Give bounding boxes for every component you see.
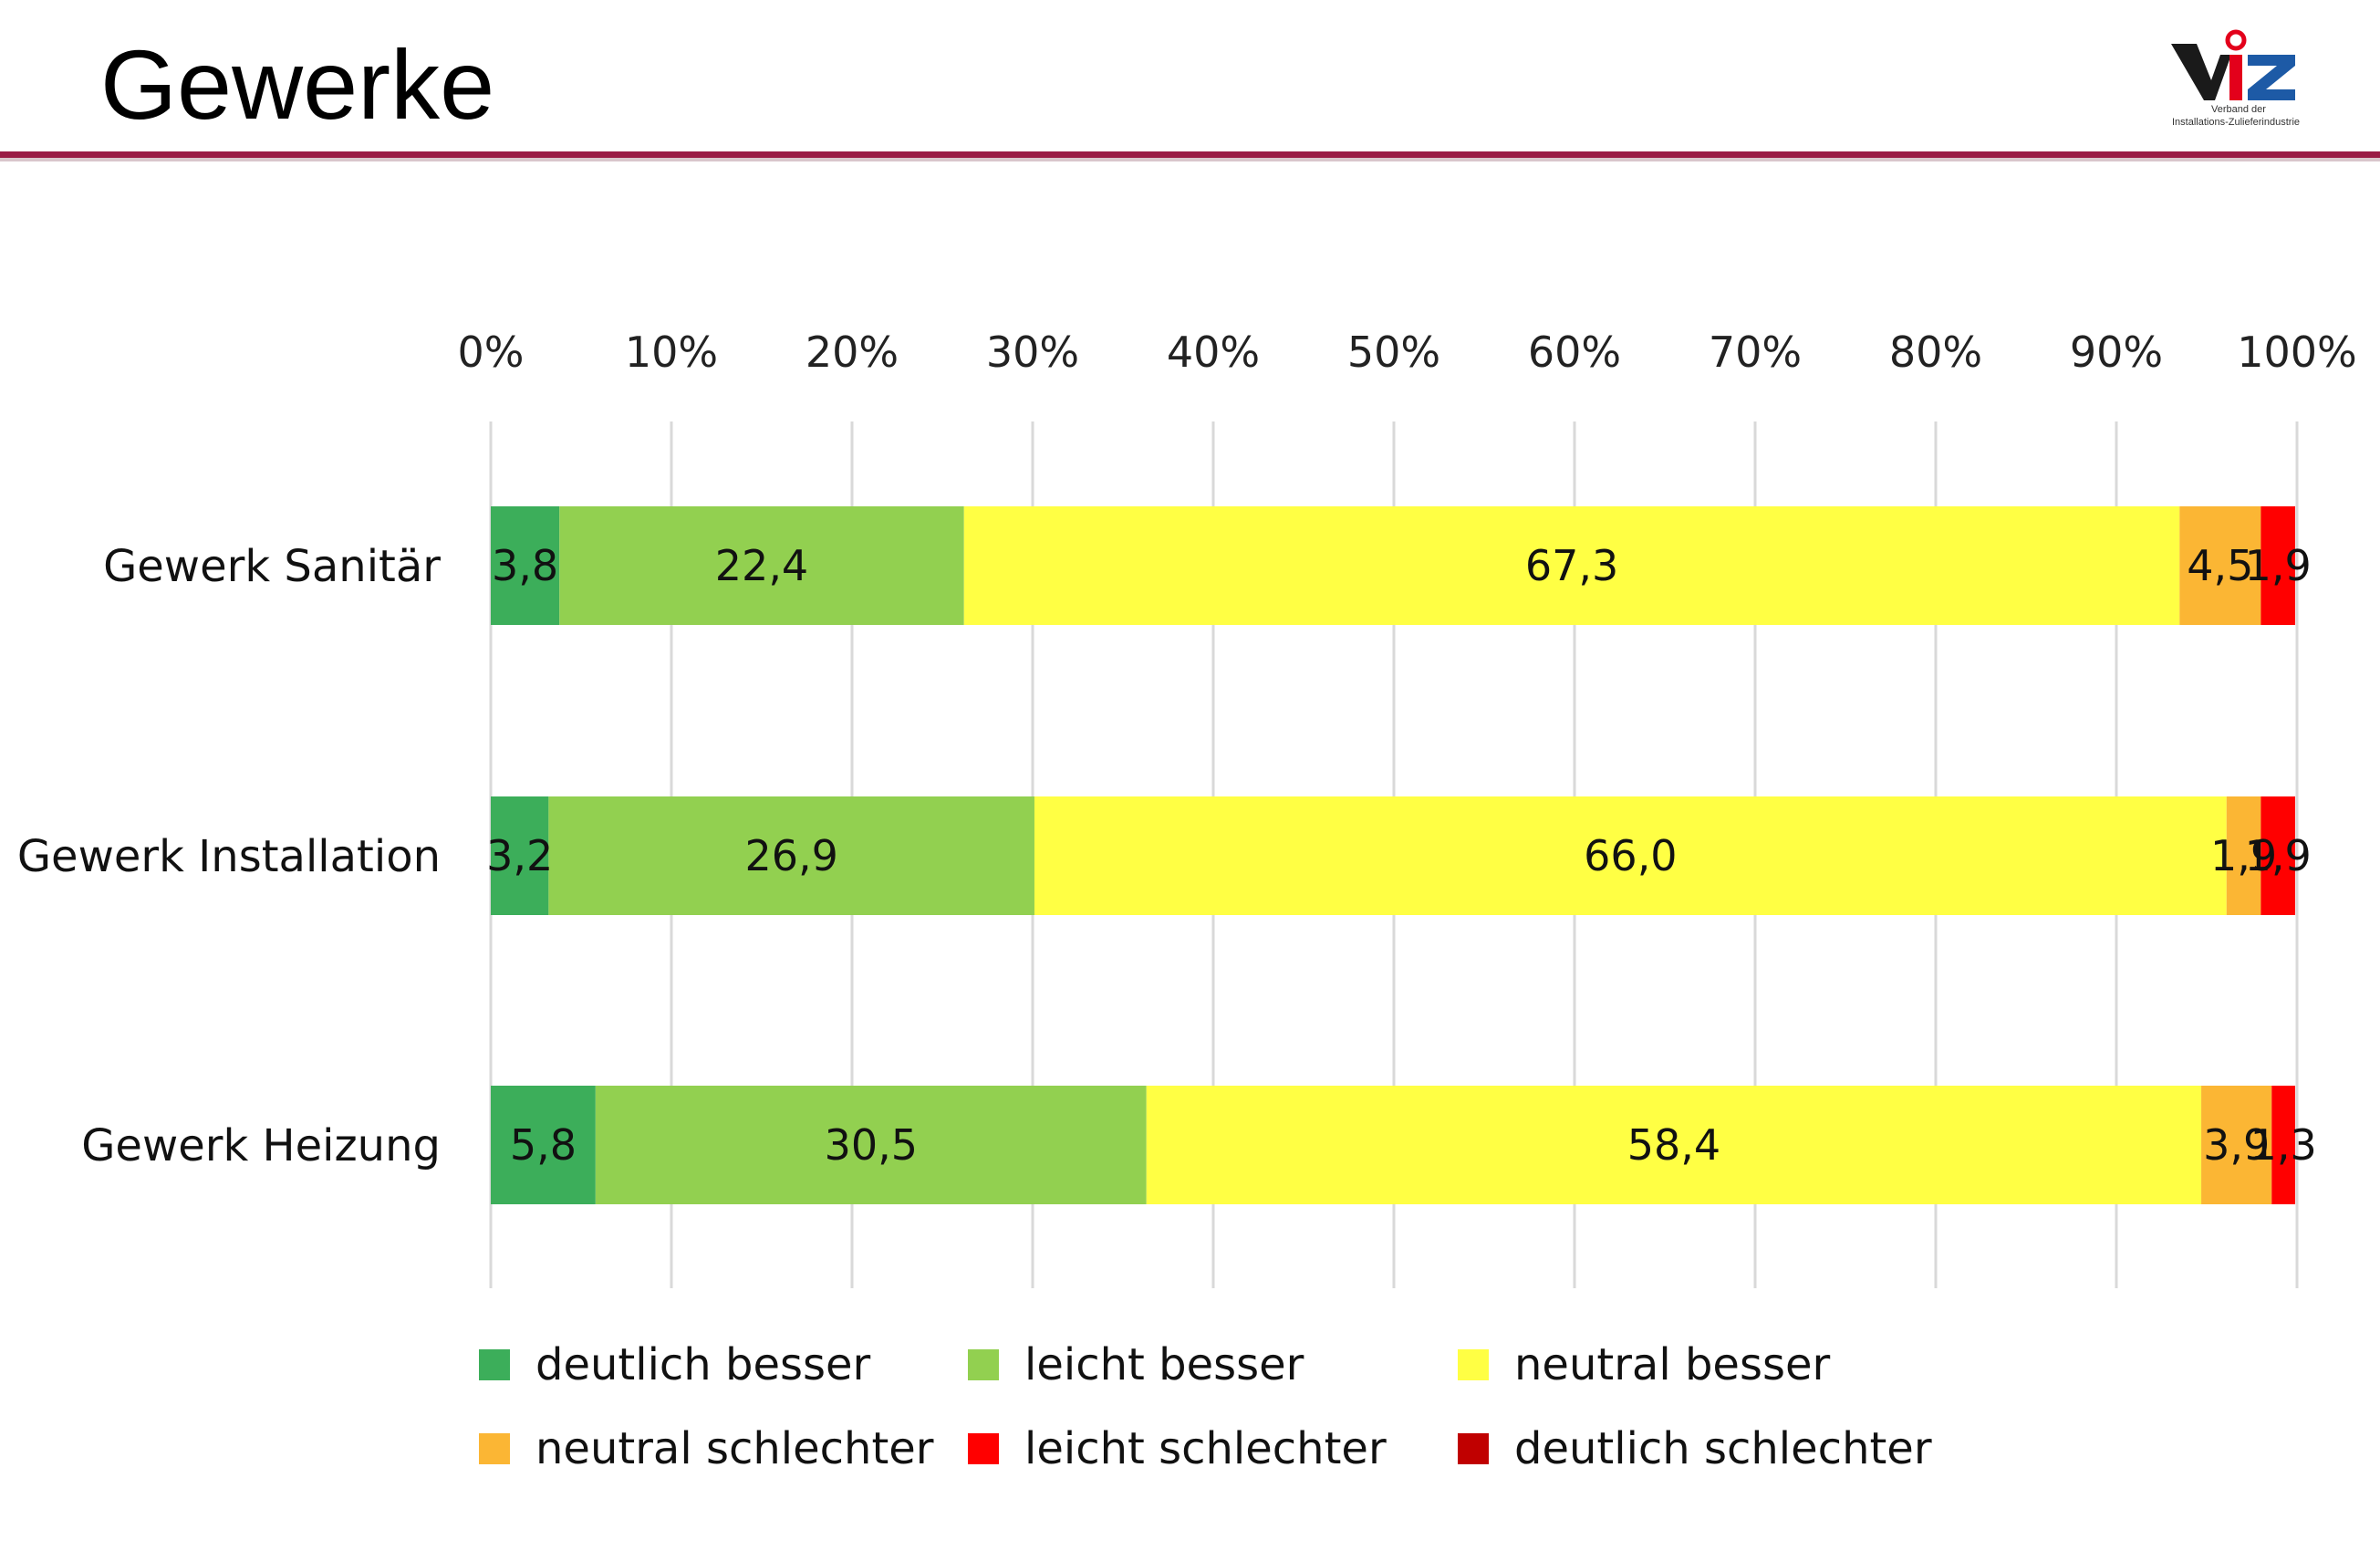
data-label: 1,3: [2250, 1120, 2317, 1170]
x-tick-label: 80%: [1889, 328, 1982, 377]
bar-segment: [2226, 796, 2261, 915]
bar-segment: [595, 1086, 1147, 1204]
bar-segment: [548, 796, 1034, 915]
data-label: 1,9: [2245, 541, 2312, 590]
x-tick-label: 100%: [2237, 328, 2357, 377]
category-label: Gewerk Installation: [17, 831, 441, 882]
data-label: 67,3: [1525, 541, 1618, 590]
x-tick-label: 60%: [1528, 328, 1621, 377]
legend-swatch: [1458, 1433, 1489, 1464]
bar-segment: [491, 506, 560, 625]
legend: deutlich besser leicht besser neutral bess…: [479, 1339, 1932, 1474]
data-labels: 3,8 22,4 67,3 4,51,93,2 26,9 66,0 1,91,95,8 30,…: [486, 541, 2317, 1170]
logo-i-dot: [2225, 29, 2247, 51]
data-label: 22,4: [715, 541, 808, 590]
x-tick-label: 70%: [1709, 328, 1802, 377]
bars: [491, 506, 2296, 1204]
x-tick-label: 30%: [986, 328, 1079, 377]
viz-logo: [2171, 29, 2295, 100]
data-label: 3,8: [492, 541, 558, 590]
legend-label: leicht besser: [1024, 1339, 1304, 1390]
legend-label: deutlich schlechter: [1514, 1423, 1932, 1474]
bar-segment: [2179, 506, 2261, 625]
x-tick-label: 10%: [625, 328, 718, 377]
title-divider-shadow: [0, 158, 2380, 161]
legend-label: leicht schlechter: [1024, 1423, 1387, 1474]
x-tick-label: 20%: [805, 328, 899, 377]
logo-i-stem: [2229, 55, 2242, 100]
legend-label: neutral schlechter: [535, 1423, 934, 1474]
bar-segment: [491, 796, 549, 915]
bar-segment: [1034, 796, 2227, 915]
logo-v-shape: [2171, 44, 2231, 100]
x-axis-ticks: 0% 10% 20% 30% 40% 50% 60% 70% 80% 90% 100%: [458, 328, 2357, 377]
data-label: 5,8: [510, 1120, 577, 1170]
logo-z-shape: [2248, 55, 2295, 100]
data-label: 3,9: [2203, 1120, 2270, 1170]
x-tick-label: 90%: [2070, 328, 2163, 377]
logo-caption-line1: Verband der: [2211, 104, 2266, 115]
legend-label: deutlich besser: [535, 1339, 871, 1390]
data-label: 66,0: [1584, 831, 1677, 880]
x-tick-label: 0%: [458, 328, 525, 377]
x-tick-label: 50%: [1347, 328, 1440, 377]
slide-title: Gewerke: [100, 29, 495, 140]
bar-segment: [2201, 1086, 2272, 1204]
x-tick-label: 40%: [1167, 328, 1260, 377]
bar-segment: [2260, 796, 2296, 915]
data-label: 4,5: [2187, 541, 2253, 590]
bar-segment: [2260, 506, 2296, 625]
legend-swatch: [968, 1433, 999, 1464]
logo-caption-line2: Installations-Zulieferindustrie: [2172, 117, 2301, 128]
legend-swatch: [479, 1433, 510, 1464]
title-divider: [0, 151, 2380, 158]
legend-swatch: [968, 1349, 999, 1380]
bar-segment: [2271, 1086, 2296, 1204]
category-labels: Gewerk Sanitär Gewerk Installation Gewerk …: [17, 541, 441, 1171]
legend-swatch: [1458, 1349, 1489, 1380]
bar-segment: [963, 506, 2180, 625]
data-label: 58,4: [1627, 1120, 1720, 1170]
category-label: Gewerk Sanitär: [103, 541, 441, 592]
data-label: 26,9: [744, 831, 837, 880]
legend-label: neutral besser: [1514, 1339, 1830, 1390]
bar-segment: [1146, 1086, 2202, 1204]
category-label: Gewerk Heizung: [81, 1120, 441, 1171]
data-label: 1,9: [2210, 831, 2277, 880]
bar-segment: [559, 506, 964, 625]
data-label: 3,2: [486, 831, 553, 880]
data-label: 1,9: [2245, 831, 2312, 880]
data-label: 30,5: [825, 1120, 918, 1170]
bar-segment: [491, 1086, 596, 1204]
legend-swatch: [479, 1349, 510, 1380]
